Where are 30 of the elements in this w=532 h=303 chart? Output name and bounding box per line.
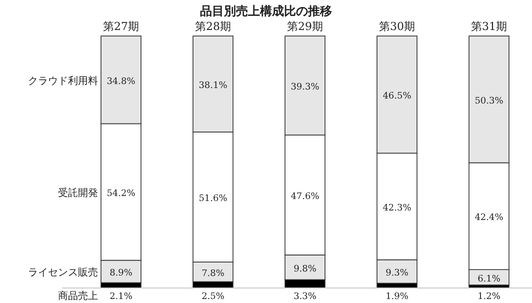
data-label: 1.9% (386, 292, 409, 302)
data-label: 2.5% (202, 292, 225, 302)
x-tick-label: 第27期 (103, 20, 139, 33)
data-label: 3.3% (294, 292, 317, 302)
data-label: 2.1% (110, 292, 133, 302)
series-label: 商品売上 (58, 290, 98, 302)
data-label: 50.3% (474, 96, 504, 106)
series-label: ライセンス販売 (28, 266, 98, 278)
chart-title: 品目別売上構成比の推移 (200, 4, 332, 18)
x-tick-label: 第29期 (287, 20, 323, 33)
data-label: 51.6% (198, 194, 228, 204)
series-label: クラウド利用料 (28, 74, 98, 87)
series-label: 受託開発 (58, 186, 98, 199)
data-label: 1.2% (478, 292, 501, 302)
x-tick-label: 第28期 (195, 20, 231, 33)
x-tick-label: 第30期 (379, 20, 415, 33)
data-label: 39.3% (290, 82, 320, 93)
data-label: 7.8% (202, 268, 225, 279)
data-label: 9.3% (386, 268, 409, 278)
data-label: 8.9% (110, 268, 133, 278)
data-label: 9.8% (294, 264, 317, 274)
data-label: 47.6% (290, 192, 320, 202)
x-tick-label: 第31期 (471, 20, 507, 33)
data-label: 46.5% (382, 92, 412, 102)
data-label: 42.4% (474, 213, 504, 224)
data-label: 38.1% (198, 81, 228, 92)
data-label: 42.3% (382, 203, 412, 214)
data-label: 34.8% (106, 76, 136, 87)
data-label: 6.1% (478, 274, 501, 284)
data-label: 54.2% (106, 188, 136, 199)
